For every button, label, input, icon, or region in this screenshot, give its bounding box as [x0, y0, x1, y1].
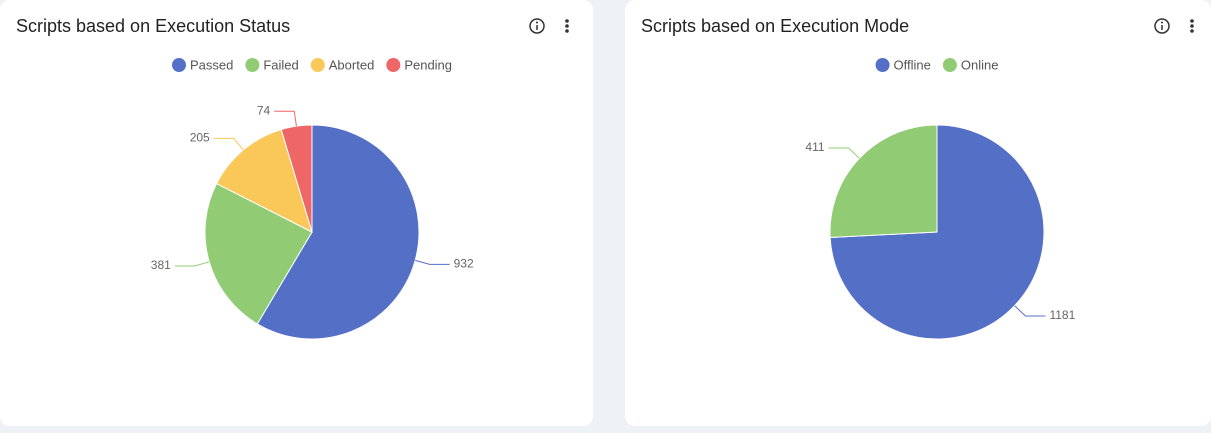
info-icon[interactable]: [529, 18, 545, 34]
legend: Passed Failed Aborted Pending: [171, 57, 452, 72]
label-line: [1014, 305, 1046, 317]
legend-marker: [245, 58, 260, 72]
pie-slice: [215, 128, 313, 233]
data-label: 411: [805, 140, 824, 154]
data-label: 74: [257, 103, 271, 117]
data-label: 205: [190, 131, 210, 145]
legend-marker: [942, 58, 957, 72]
pie-slice: [829, 124, 938, 239]
label-line: [274, 110, 297, 127]
chart-title: Scripts based on Execution Status: [16, 16, 290, 36]
legend-label: Online: [961, 57, 999, 72]
legend-label: Passed: [190, 57, 233, 72]
menu-icon[interactable]: [1190, 19, 1194, 33]
info-icon[interactable]: [1154, 18, 1170, 34]
legend-marker: [386, 58, 401, 72]
data-label: 381: [151, 258, 171, 272]
data-label: 1181: [1049, 308, 1075, 322]
legend-label: Offline: [894, 57, 931, 72]
legend-label: Pending: [404, 57, 452, 72]
label-line: [174, 261, 210, 267]
legend-label: Aborted: [329, 57, 375, 72]
legend-label: Failed: [263, 57, 298, 72]
menu-icon[interactable]: [565, 19, 569, 33]
label-line: [213, 137, 244, 151]
label-line: [415, 259, 450, 265]
legend-marker: [171, 58, 186, 72]
data-label: 932: [454, 257, 474, 271]
legend-marker: [310, 58, 325, 72]
legend: Offline Online: [875, 57, 999, 72]
label-line: [828, 147, 860, 159]
chart-title: Scripts based on Execution Mode: [641, 16, 909, 36]
legend-marker: [875, 58, 890, 72]
